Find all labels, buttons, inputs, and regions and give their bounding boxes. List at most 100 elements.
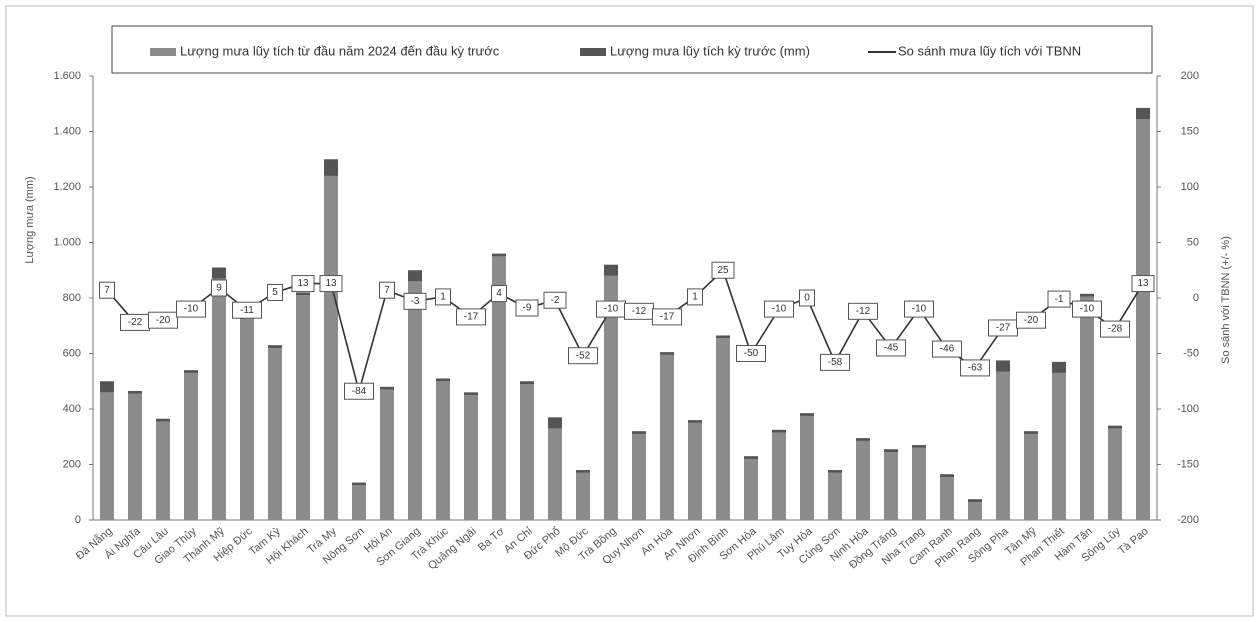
y-tick-label: 200 — [63, 458, 81, 470]
y2-tick-label: 100 — [1181, 181, 1199, 193]
data-label: 9 — [216, 283, 222, 294]
bar — [744, 458, 758, 520]
data-label: -84 — [352, 386, 367, 397]
label-box — [319, 275, 343, 293]
bar — [688, 422, 702, 520]
bar — [800, 415, 814, 520]
bar — [184, 370, 198, 373]
bar — [156, 421, 170, 520]
bar — [968, 499, 982, 502]
data-label: -27 — [996, 323, 1011, 334]
label-box — [1016, 311, 1046, 329]
bar — [520, 381, 534, 385]
data-label: -12 — [856, 306, 871, 317]
y2-tick-label: -100 — [1177, 403, 1199, 415]
y-tick-label: 1.400 — [53, 125, 81, 137]
bar — [352, 485, 366, 520]
label-box — [1072, 300, 1102, 318]
label-box — [456, 308, 486, 326]
bar — [828, 470, 842, 473]
bar — [1052, 372, 1066, 520]
bar — [800, 413, 814, 416]
data-label: -3 — [411, 296, 420, 307]
bar — [1080, 293, 1094, 297]
legend-swatch — [150, 48, 176, 56]
bar — [1136, 107, 1150, 120]
bar — [884, 452, 898, 520]
y-tick-label: 1.600 — [53, 70, 81, 82]
label-box — [820, 353, 850, 371]
bar — [772, 429, 786, 433]
legend-swatch — [580, 48, 606, 56]
y2-tick-label: 150 — [1181, 125, 1199, 137]
data-label: 7 — [384, 285, 390, 296]
bar — [128, 393, 142, 520]
bar — [604, 264, 618, 276]
bar — [380, 389, 394, 520]
label-box — [960, 359, 990, 377]
bar — [156, 418, 170, 422]
label-box — [232, 301, 262, 319]
label-box — [291, 275, 315, 293]
bar — [520, 384, 534, 520]
bar — [856, 438, 870, 441]
bar — [492, 253, 506, 257]
legend: Lượng mưa lũy tích từ đầu năm 2024 đến đ… — [150, 43, 1081, 58]
bar — [408, 270, 422, 282]
y2-tick-label: -150 — [1177, 458, 1199, 470]
legend-box — [111, 25, 1153, 74]
bar — [996, 371, 1010, 520]
bar — [464, 395, 478, 520]
bar — [632, 431, 646, 434]
bar — [912, 447, 926, 520]
y-tick-label: 0 — [75, 514, 81, 526]
data-label: 4 — [496, 288, 502, 299]
bar — [408, 281, 422, 520]
bar — [212, 278, 226, 520]
y-tick-label: 1.000 — [53, 236, 81, 248]
data-label: -17 — [464, 312, 479, 323]
bar — [548, 417, 562, 429]
y-tick-label: 400 — [63, 403, 81, 415]
data-label: -12 — [632, 306, 647, 317]
label-box — [543, 291, 567, 309]
label-box — [176, 300, 206, 318]
label-box — [344, 382, 374, 400]
bar — [1080, 296, 1094, 520]
bar — [744, 456, 758, 459]
label-box — [515, 299, 539, 317]
y-tick-label: 1.200 — [53, 181, 81, 193]
label-box — [568, 347, 598, 365]
bar — [912, 445, 926, 448]
label-box — [1131, 275, 1155, 293]
bar — [184, 372, 198, 520]
data-label: 0 — [804, 293, 810, 304]
bar — [436, 381, 450, 520]
bar — [1024, 433, 1038, 520]
bar — [268, 345, 282, 348]
data-label: 5 — [272, 287, 278, 298]
label-box — [764, 300, 794, 318]
data-label: -9 — [523, 303, 532, 314]
y2-tick-label: 200 — [1181, 70, 1199, 82]
bar — [464, 392, 478, 396]
data-label: 7 — [104, 285, 110, 296]
bar — [324, 159, 338, 176]
bar — [1108, 425, 1122, 429]
label-box — [904, 300, 934, 318]
label-box — [1047, 290, 1071, 308]
label-box — [932, 340, 962, 358]
bar — [268, 347, 282, 520]
bar — [1108, 428, 1122, 520]
y2-tick-label: 50 — [1187, 236, 1199, 248]
bar — [884, 449, 898, 453]
data-label: 13 — [325, 278, 337, 289]
bar — [716, 335, 730, 339]
label-box — [848, 302, 878, 320]
bar — [856, 440, 870, 520]
data-label: -50 — [744, 348, 759, 359]
bar — [828, 472, 842, 520]
legend-label: Lượng mưa lũy tích từ đầu năm 2024 đến đ… — [180, 43, 500, 58]
bar — [604, 275, 618, 520]
